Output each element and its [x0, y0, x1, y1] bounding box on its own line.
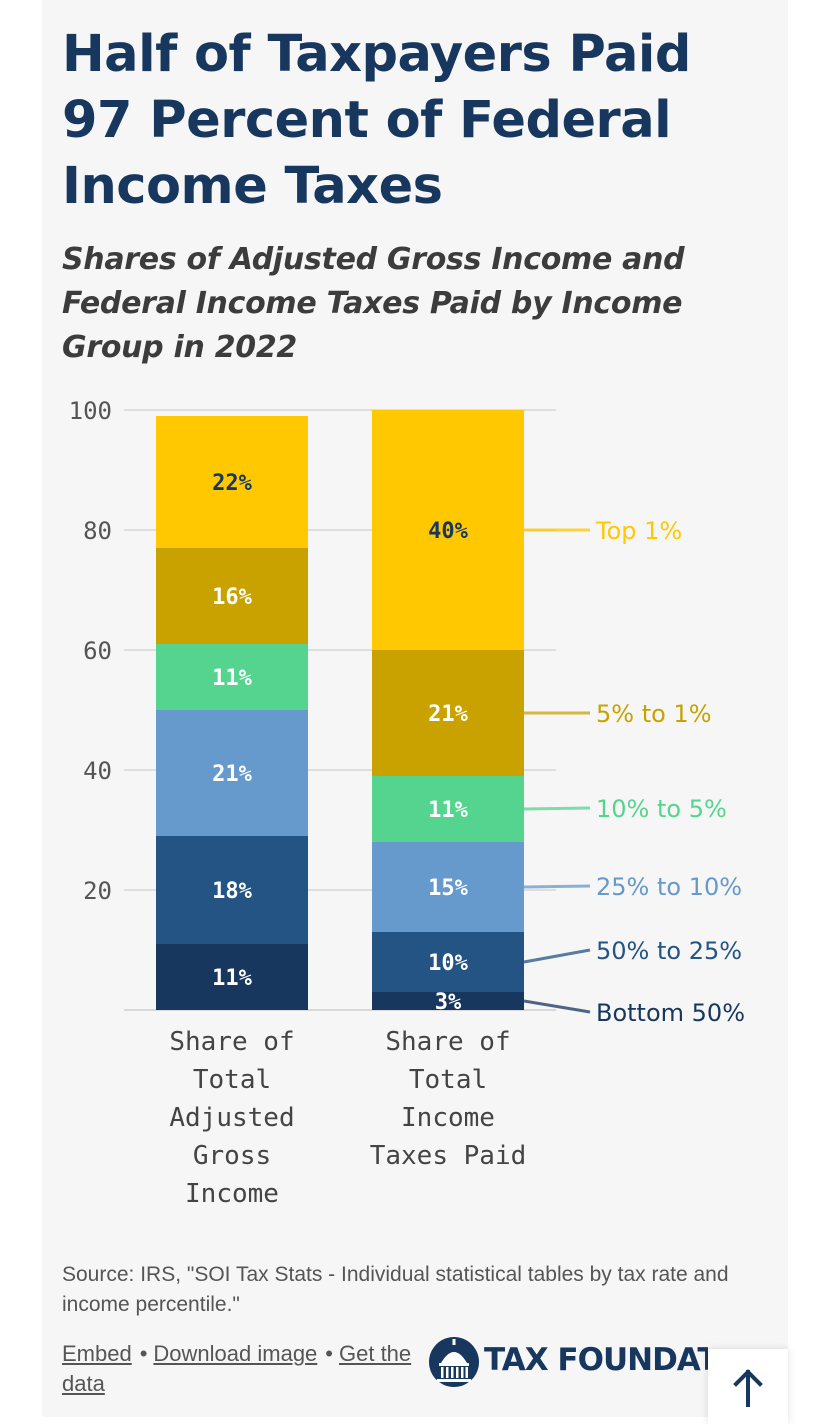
data-label: 10% [428, 951, 468, 976]
category-label: Total [193, 1065, 271, 1095]
category-label: Income [401, 1103, 495, 1133]
bar-segment [156, 944, 308, 1010]
bar-segment [156, 836, 308, 944]
category-label: Share of [385, 1027, 510, 1057]
legend-label: 25% to 10% [596, 873, 742, 901]
bar-segment [156, 548, 308, 644]
tax-foundation-logo[interactable]: TAX FOUNDATION [428, 1336, 708, 1388]
bar-segment [372, 410, 524, 650]
bar-segment [156, 710, 308, 836]
legend-label: Top 1% [595, 517, 682, 545]
category-label: Share of [169, 1027, 294, 1057]
data-label: 3% [435, 990, 462, 1015]
bar-segment [372, 842, 524, 932]
download-image-link[interactable]: Download image [153, 1341, 318, 1366]
data-label: 11% [212, 666, 252, 691]
y-tick-label: 100 [69, 397, 112, 425]
data-label: 15% [428, 876, 468, 901]
legend-connector [523, 948, 591, 964]
chart-card: Half of Taxpayers Paid 97 Percent of Fed… [42, 0, 788, 1417]
legend-connector [523, 999, 591, 1014]
source-note: Source: IRS, "SOI Tax Stats - Individual… [62, 1263, 729, 1316]
bar-segment [372, 992, 524, 1010]
embed-link[interactable]: Embed [62, 1341, 132, 1366]
category-label: Total [409, 1065, 487, 1095]
category-label: Adjusted [169, 1103, 294, 1133]
legend-label: Bottom 50% [596, 999, 745, 1027]
get-data-link[interactable]: Get the data [62, 1341, 412, 1396]
capitol-dome-icon [429, 1337, 479, 1387]
data-label: 21% [212, 762, 252, 787]
data-label: 11% [428, 798, 468, 823]
y-tick-label: 60 [83, 637, 112, 665]
y-tick-label: 80 [83, 517, 112, 545]
y-tick-label: 40 [83, 757, 112, 785]
bar-segment [156, 644, 308, 710]
bar-segment [372, 932, 524, 992]
chart-subtitle: Shares of Adjusted Gross Income and Fede… [62, 242, 685, 365]
data-label: 16% [212, 585, 252, 610]
category-label: Income [185, 1179, 279, 1209]
data-label: 21% [428, 702, 468, 727]
data-label: 22% [212, 471, 252, 496]
legend-label: 10% to 5% [596, 795, 727, 823]
category-label: Gross [193, 1141, 271, 1171]
data-label: 18% [212, 879, 252, 904]
scroll-to-top-button[interactable] [708, 1349, 788, 1424]
link-separator: • [325, 1341, 333, 1366]
legend-label: 50% to 25% [596, 937, 742, 965]
bar-segment [156, 416, 308, 548]
legend-connector [523, 884, 591, 889]
link-separator: • [139, 1341, 148, 1366]
bar-segment [372, 776, 524, 842]
footer-links: Embed • Download image • Get the data [62, 1339, 412, 1399]
data-label: 11% [212, 966, 252, 991]
chart-title: Half of Taxpayers Paid 97 Percent of Fed… [62, 25, 691, 216]
legend-label: 5% to 1% [596, 700, 712, 728]
y-tick-label: 20 [83, 877, 112, 905]
logo-wordmark: TAX FOUNDATION [484, 1342, 708, 1378]
category-label: Taxes Paid [370, 1141, 527, 1171]
bar-segment [372, 650, 524, 776]
stacked-bar-chart: 100 80 60 40 20 11% 18% 21% 11% 16% 22% Share of Tot… [69, 397, 745, 1209]
legend-connector [523, 806, 591, 811]
data-label: 40% [428, 519, 468, 544]
arrow-up-icon [733, 1368, 763, 1407]
